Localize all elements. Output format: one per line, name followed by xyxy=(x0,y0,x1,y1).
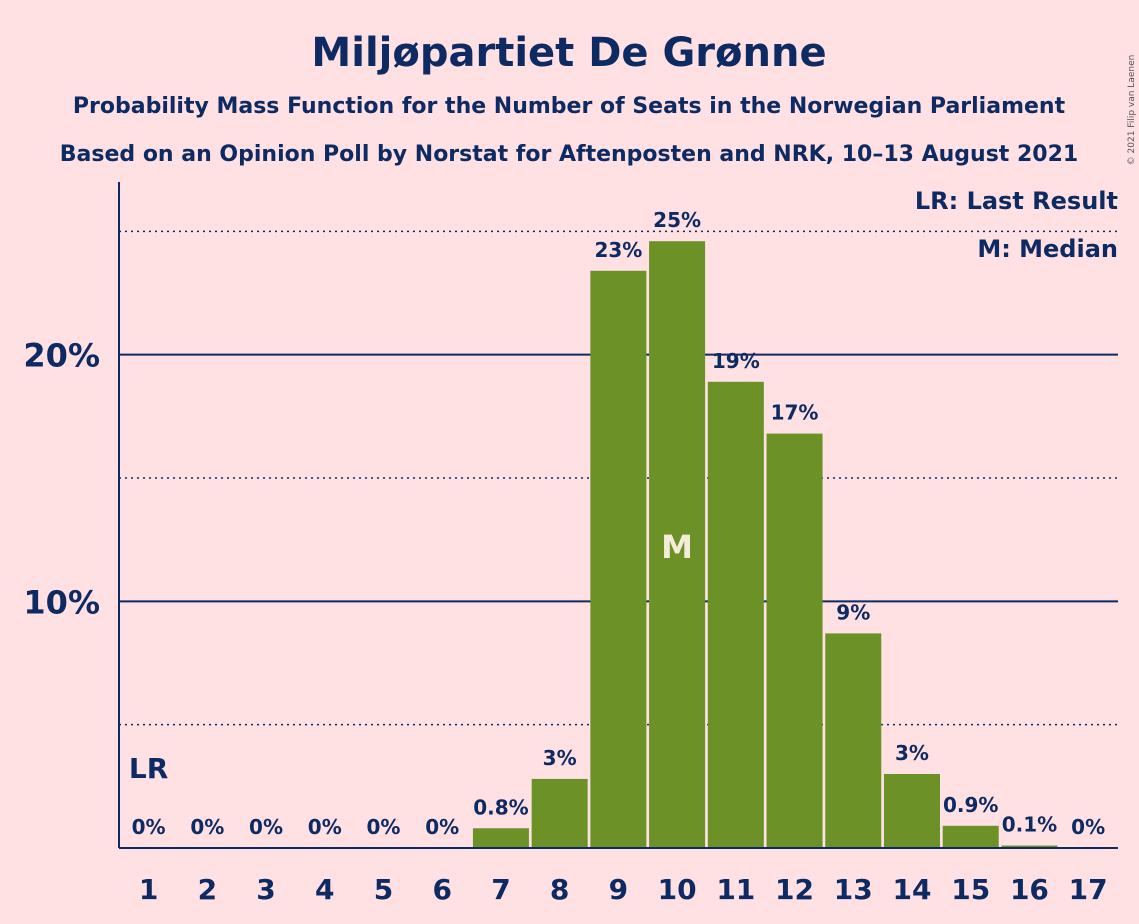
chart-subtitle: Probability Mass Function for the Number… xyxy=(73,94,1066,119)
bar-seats-15 xyxy=(942,825,999,848)
x-tick-label: 4 xyxy=(315,873,334,906)
bar-seats-14 xyxy=(883,774,940,848)
x-tick-label: 7 xyxy=(491,873,510,906)
y-tick-label: 20% xyxy=(23,337,100,375)
bar-seats-9 xyxy=(590,270,647,848)
x-tick-label: 12 xyxy=(775,873,814,906)
data-label: 0% xyxy=(249,815,283,839)
data-label: 0% xyxy=(1071,815,1105,839)
data-label: 0% xyxy=(308,815,342,839)
x-tick-label: 3 xyxy=(256,873,275,906)
bar-seats-10 xyxy=(649,241,706,848)
data-label: 0.9% xyxy=(943,793,998,817)
data-labels: 0% LR 0% 0% 0% 0% 0% 0.8% 3% 23% 25% M 19% 17% 9% 3% 0.9… xyxy=(129,208,1105,839)
data-label: 0% xyxy=(367,815,401,839)
data-label: 25% xyxy=(653,208,701,232)
bar-seats-8 xyxy=(531,778,588,848)
x-tick-label: 2 xyxy=(198,873,217,906)
x-tick-label: 5 xyxy=(374,873,393,906)
data-label: 3% xyxy=(895,741,929,765)
data-label: 19% xyxy=(712,349,760,373)
last-result-marker: LR xyxy=(129,752,168,785)
x-tick-labels: 1 2 3 4 5 6 7 8 9 10 11 12 13 14 15 16 17 xyxy=(139,873,1108,906)
bars xyxy=(472,241,1058,848)
data-label: 17% xyxy=(771,401,819,425)
x-tick-label: 11 xyxy=(716,873,755,906)
x-tick-label: 9 xyxy=(609,873,628,906)
x-tick-label: 8 xyxy=(550,873,569,906)
y-tick-label: 10% xyxy=(23,583,100,621)
bar-seats-11 xyxy=(707,381,764,848)
data-label: 0% xyxy=(190,815,224,839)
bar-seats-7 xyxy=(472,828,529,848)
x-tick-label: 16 xyxy=(1010,873,1049,906)
x-tick-label: 6 xyxy=(432,873,451,906)
x-tick-label: 10 xyxy=(658,873,697,906)
median-marker: M xyxy=(661,528,693,566)
x-tick-label: 14 xyxy=(893,873,932,906)
x-tick-label: 1 xyxy=(139,873,158,906)
bar-seats-16 xyxy=(1001,845,1058,848)
legend-median: M: Median xyxy=(977,235,1118,263)
x-tick-label: 15 xyxy=(951,873,990,906)
legend-last-result: LR: Last Result xyxy=(915,187,1118,215)
copyright: © 2021 Filip van Laenen xyxy=(1127,55,1137,166)
data-label: 3% xyxy=(543,746,577,770)
data-label: 9% xyxy=(836,600,870,624)
data-label: 0.8% xyxy=(473,795,528,819)
data-label: 0% xyxy=(132,815,166,839)
data-label: 0% xyxy=(425,815,459,839)
chart-subtitle-2: Based on an Opinion Poll by Norstat for … xyxy=(60,142,1078,167)
bar-seats-12 xyxy=(766,433,823,848)
y-tick-labels: 10% 20% xyxy=(23,337,100,622)
chart-title: Miljøpartiet De Grønne xyxy=(311,30,826,76)
data-label: 23% xyxy=(594,238,642,262)
x-tick-label: 13 xyxy=(834,873,873,906)
x-tick-label: 17 xyxy=(1069,873,1108,906)
bar-seats-13 xyxy=(825,633,882,848)
data-label: 0.1% xyxy=(1002,813,1057,837)
